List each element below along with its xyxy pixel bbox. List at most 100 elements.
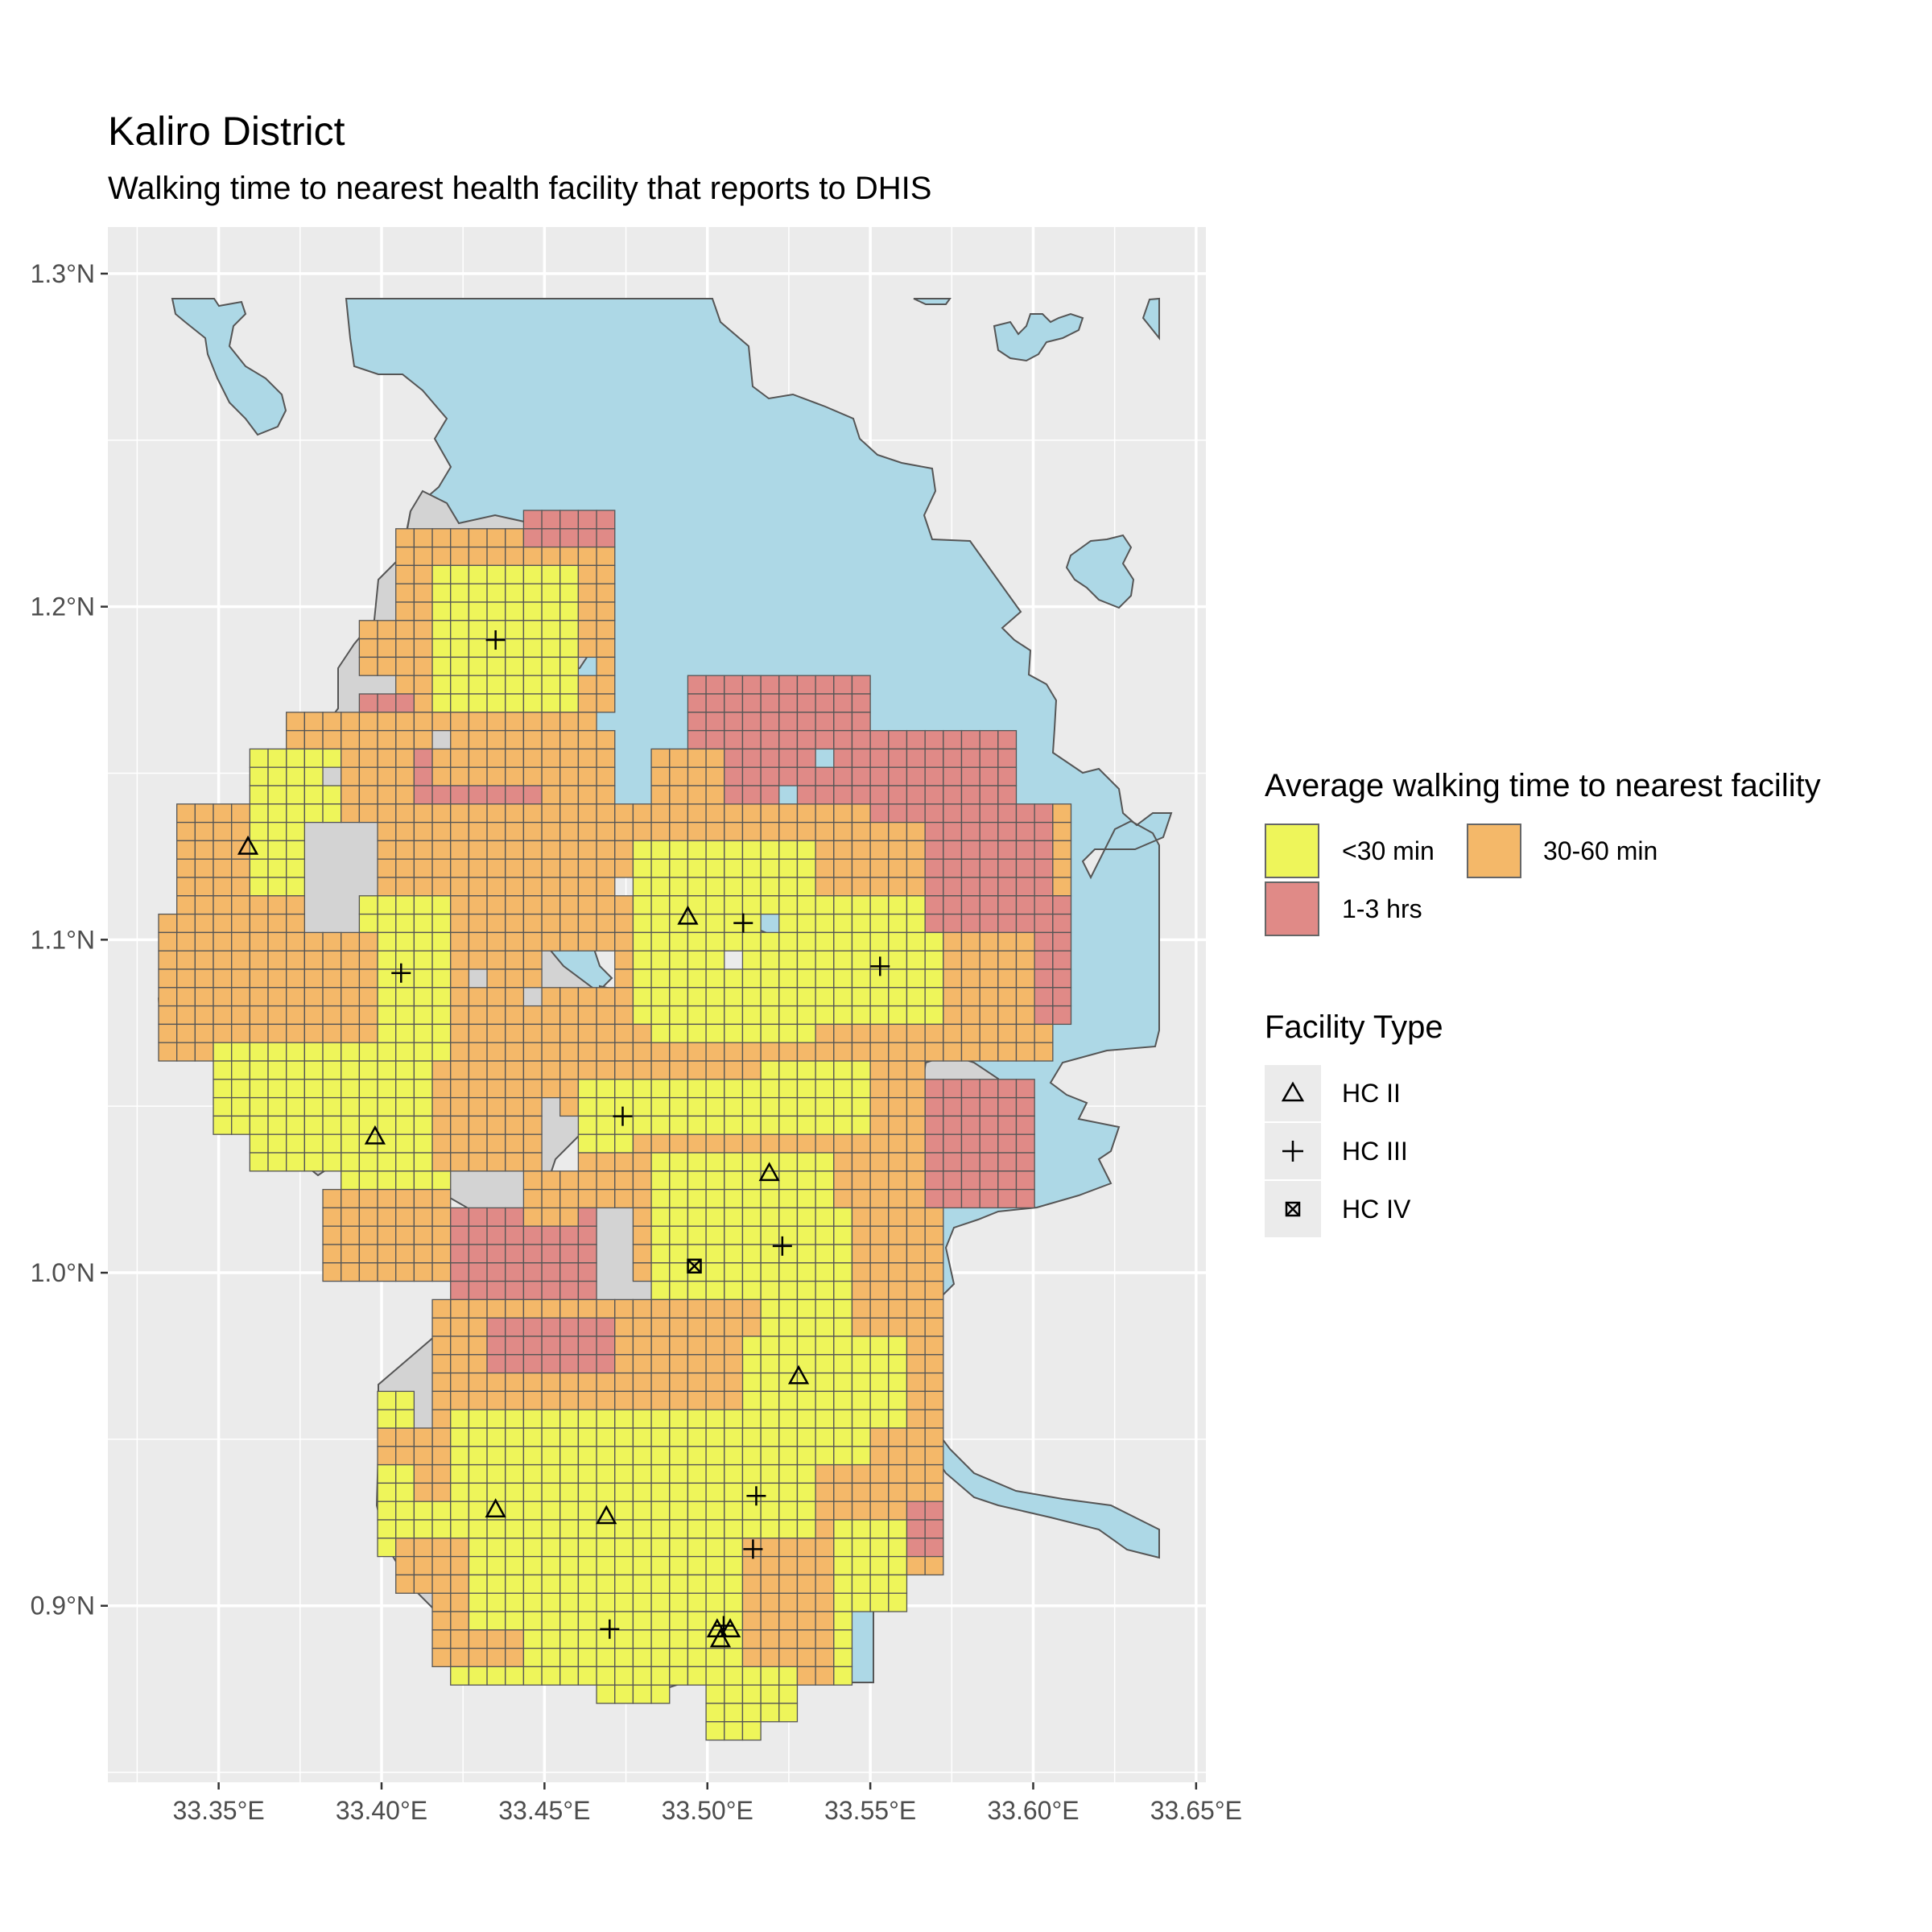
cell-1-3 (997, 913, 1018, 934)
cell-30-60 (632, 1262, 652, 1282)
cell-under-30 (286, 785, 306, 805)
cell-under-30 (687, 1482, 707, 1502)
cell-under-30 (851, 1409, 871, 1429)
cell-1-3 (924, 785, 944, 805)
cell-1-3 (979, 1079, 999, 1099)
cell-30-60 (906, 1023, 926, 1043)
cell-30-60 (541, 895, 561, 915)
cell-under-30 (815, 1335, 835, 1356)
cell-under-30 (760, 1225, 780, 1245)
cell-30-60 (760, 1647, 780, 1668)
cell-1-3 (997, 1152, 1018, 1172)
cell-30-60 (687, 803, 707, 824)
cell-under-30 (541, 583, 561, 603)
cell-30-60 (614, 1060, 634, 1080)
cell-30-60 (194, 1005, 214, 1026)
cell-30-60 (888, 1096, 908, 1117)
cell-30-60 (431, 1244, 452, 1264)
cell-under-30 (705, 1647, 725, 1668)
cell-1-3 (1052, 987, 1072, 1007)
cell-under-30 (303, 1115, 324, 1135)
cell-under-30 (577, 1629, 597, 1649)
cell-30-60 (213, 895, 233, 915)
cell-1-3 (833, 675, 853, 695)
cell-under-30 (650, 1555, 671, 1576)
cell-under-30 (450, 601, 470, 621)
cell-1-3 (943, 840, 963, 860)
cell-30-60 (377, 1262, 397, 1282)
cell-30-60 (778, 803, 799, 824)
cell-30-60 (413, 1463, 433, 1484)
cell-under-30 (522, 1666, 543, 1686)
cell-1-3 (577, 1280, 597, 1301)
cell-1-3 (486, 1225, 506, 1245)
cell-under-30 (796, 1262, 816, 1282)
cell-30-60 (505, 877, 525, 897)
cell-30-60 (322, 1207, 342, 1227)
cell-under-30 (249, 1060, 269, 1080)
cell-under-30 (395, 1079, 415, 1099)
cell-30-60 (577, 931, 597, 952)
cell-30-60 (724, 1390, 744, 1410)
cell-30-60 (815, 1463, 835, 1484)
cell-30-60 (906, 1133, 926, 1154)
cell-under-30 (778, 1501, 799, 1521)
facility-hc3 (772, 1236, 792, 1256)
cell-under-30 (796, 1207, 816, 1227)
cell-30-60 (997, 968, 1018, 989)
cell-30-60 (486, 803, 506, 824)
cell-30-60 (577, 858, 597, 878)
cell-under-30 (486, 1409, 506, 1429)
cell-30-60 (650, 1372, 671, 1393)
cell-under-30 (303, 803, 324, 824)
cell-under-30 (833, 931, 853, 952)
cell-under-30 (869, 1005, 890, 1026)
cell-30-60 (486, 712, 506, 732)
cell-under-30 (286, 1133, 306, 1154)
cell-1-3 (979, 913, 999, 934)
cell-under-30 (431, 675, 452, 695)
cell-under-30 (669, 987, 689, 1007)
cell-under-30 (705, 987, 725, 1007)
cell-30-60 (505, 821, 525, 842)
cell-30-60 (614, 895, 634, 915)
cell-1-3 (979, 748, 999, 768)
cell-1-3 (596, 528, 616, 548)
cell-1-3 (1052, 1005, 1072, 1026)
cell-30-60 (231, 987, 250, 1007)
cell-under-30 (687, 1446, 707, 1466)
cell-under-30 (705, 1427, 725, 1447)
cell-30-60 (377, 620, 397, 640)
cell-under-30 (358, 1042, 378, 1062)
cell-under-30 (286, 1152, 306, 1172)
cell-30-60 (577, 693, 597, 713)
cell-30-60 (924, 1372, 944, 1393)
cell-under-30 (687, 1096, 707, 1117)
cell-under-30 (796, 931, 816, 952)
cell-under-30 (778, 877, 799, 897)
cell-30-60 (906, 1463, 926, 1484)
cell-under-30 (377, 895, 397, 915)
cell-30-60 (413, 1427, 433, 1447)
cell-under-30 (358, 1096, 378, 1117)
cell-30-60 (395, 564, 415, 584)
cell-30-60 (596, 895, 616, 915)
cell-under-30 (596, 1684, 616, 1704)
cell-30-60 (577, 913, 597, 934)
cell-30-60 (869, 821, 890, 842)
cell-1-3 (541, 528, 561, 548)
cell-1-3 (815, 693, 835, 713)
cell-under-30 (888, 1555, 908, 1576)
cell-under-30 (377, 1501, 397, 1521)
cell-under-30 (687, 1555, 707, 1576)
cell-30-60 (943, 950, 963, 970)
facility-hc2 (677, 905, 699, 925)
cell-30-60 (888, 1170, 908, 1191)
cell-under-30 (522, 675, 543, 695)
cell-under-30 (650, 1170, 671, 1191)
cell-1-3 (833, 785, 853, 805)
cell-30-60 (741, 1298, 762, 1319)
cell-30-60 (468, 950, 488, 970)
cell-30-60 (522, 821, 543, 842)
cell-under-30 (815, 1079, 835, 1099)
